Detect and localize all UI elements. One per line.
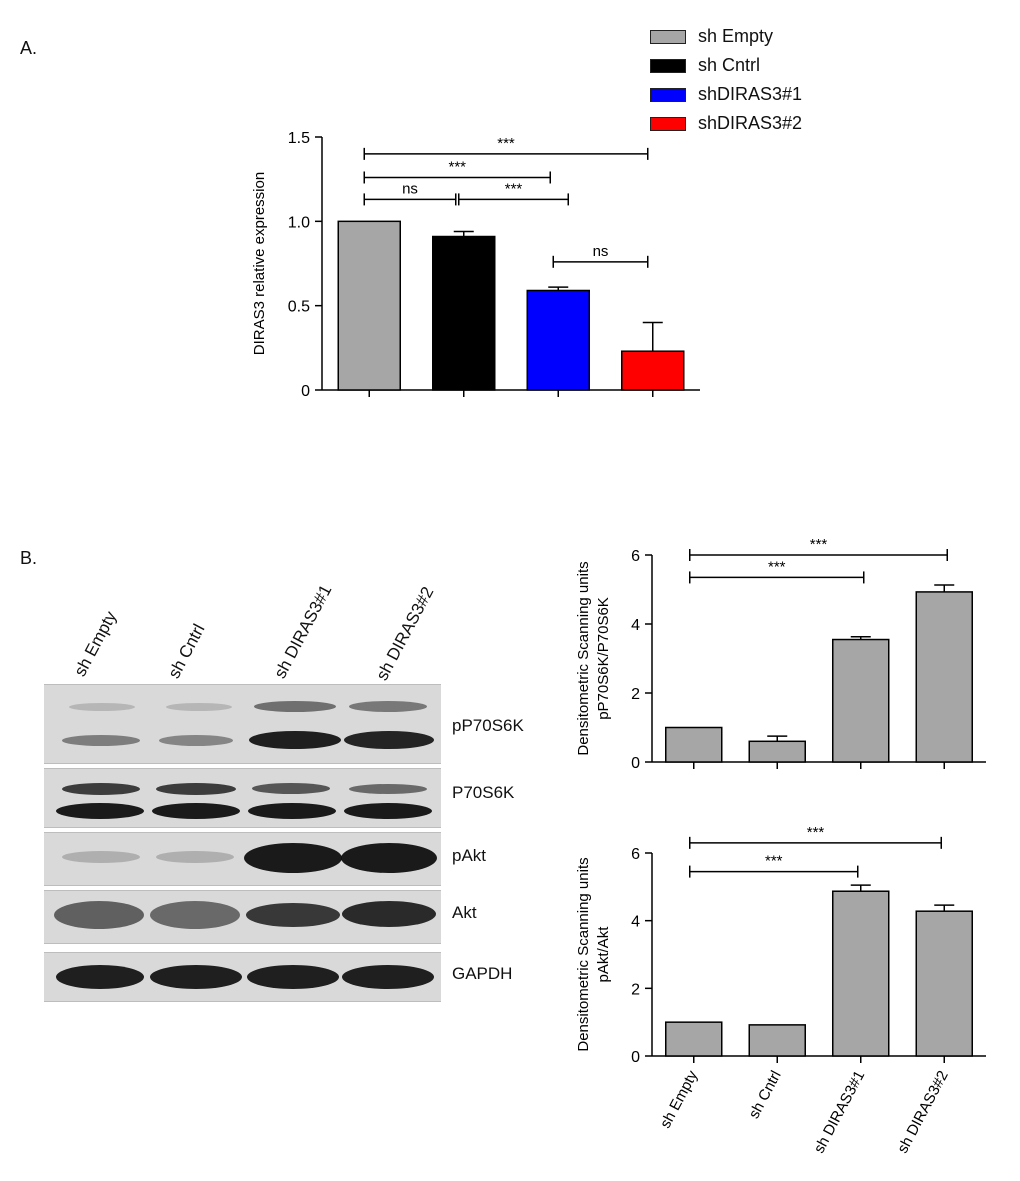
bar bbox=[915, 591, 973, 763]
blot-band bbox=[152, 803, 240, 819]
bar bbox=[337, 220, 401, 391]
y-axis-label: Densitometric Scanning units bbox=[575, 561, 592, 755]
bar bbox=[665, 1021, 723, 1057]
legend-label: shDIRAS3#1 bbox=[698, 84, 803, 104]
bar bbox=[748, 740, 806, 763]
blot-band bbox=[62, 735, 140, 746]
legend-label: sh Cntrl bbox=[698, 55, 761, 75]
blot-band bbox=[341, 843, 437, 873]
blot-band bbox=[156, 783, 236, 795]
y-tick-label: 6 bbox=[631, 846, 640, 863]
blot-band bbox=[54, 901, 144, 929]
x-tick-label: sh DIRAS3#1 bbox=[811, 1068, 869, 1156]
blot-band bbox=[342, 901, 436, 927]
x-tick-label: sh Cntrl bbox=[746, 1068, 785, 1122]
blot-strip-pp70s6k bbox=[44, 684, 441, 764]
y-tick-label: 4 bbox=[631, 617, 640, 634]
blot-band bbox=[349, 784, 427, 794]
y-axis-label: DIRAS3 relative expression bbox=[251, 172, 268, 355]
blot-band bbox=[252, 783, 330, 794]
y-tick-label: 6 bbox=[631, 548, 640, 565]
bar bbox=[832, 638, 890, 763]
blot-strip-pakt bbox=[44, 832, 441, 886]
blot-band bbox=[344, 731, 434, 749]
blot-strip-p70s6k bbox=[44, 768, 441, 828]
bar bbox=[748, 1024, 806, 1057]
y-tick-label: 1.0 bbox=[288, 214, 310, 231]
blot-label-p70s6k: P70S6K bbox=[452, 783, 515, 802]
bar bbox=[665, 726, 723, 763]
y-tick-label: 0 bbox=[301, 383, 310, 400]
panel-label-a: A. bbox=[20, 38, 38, 58]
y-tick-label: 1.5 bbox=[288, 130, 310, 147]
blot-label-pakt: pAkt bbox=[452, 846, 487, 865]
blot-band bbox=[159, 735, 233, 746]
blot-band bbox=[344, 803, 432, 819]
significance-label: *** bbox=[448, 158, 466, 175]
blot-label-akt: Akt bbox=[452, 903, 477, 922]
bar bbox=[526, 289, 590, 391]
significance-label: *** bbox=[505, 180, 523, 197]
legend-swatch bbox=[650, 116, 686, 131]
y-axis-label: Densitometric Scanning units bbox=[575, 857, 592, 1051]
blot-band bbox=[349, 701, 427, 712]
blot-band bbox=[248, 803, 336, 819]
legend-label: sh Empty bbox=[698, 26, 774, 46]
blot-strip-akt bbox=[44, 890, 441, 944]
bar bbox=[832, 890, 890, 1057]
blot-band bbox=[150, 901, 240, 929]
x-tick-label: sh Empty bbox=[657, 1067, 702, 1131]
blot-band bbox=[166, 703, 232, 711]
blot-band bbox=[246, 903, 340, 927]
blot-band bbox=[62, 851, 140, 863]
y-tick-label: 2 bbox=[631, 686, 640, 703]
y-tick-label: 0.5 bbox=[288, 299, 310, 316]
legend-item: sh Cntrl bbox=[650, 51, 802, 80]
legend-swatch bbox=[650, 58, 686, 73]
chart-diras3-expression: 0 0.5 1.0 1.5 DIRAS3 relative expression *** *… bbox=[251, 130, 700, 400]
significance-label: ns bbox=[593, 243, 609, 260]
blot-band bbox=[342, 965, 434, 989]
blot-band bbox=[247, 965, 339, 989]
blot-band bbox=[56, 965, 144, 989]
blot-band bbox=[62, 783, 140, 795]
y-tick-label: 0 bbox=[631, 755, 640, 772]
bar bbox=[432, 235, 496, 391]
significance-label: *** bbox=[768, 558, 786, 575]
legend-label: shDIRAS3#2 bbox=[698, 113, 803, 133]
blot-label-pp70s6k: pP70S6K bbox=[452, 716, 524, 735]
x-tick-label: sh DIRAS3#2 bbox=[894, 1068, 952, 1156]
bar bbox=[621, 350, 685, 391]
legend-swatch bbox=[650, 87, 686, 102]
significance-label: *** bbox=[807, 824, 825, 841]
y-tick-label: 4 bbox=[631, 914, 640, 931]
blot-band bbox=[69, 703, 135, 711]
blot-band bbox=[150, 965, 242, 989]
legend-swatch bbox=[650, 29, 686, 44]
y-tick-label: 2 bbox=[631, 981, 640, 998]
blot-band bbox=[254, 701, 336, 712]
western-blot: sh Empty sh Cntrl sh DIRAS3#1 sh DIRAS3#… bbox=[0, 0, 560, 1010]
legend-item: sh Empty bbox=[650, 22, 802, 51]
y-tick-label: 0 bbox=[631, 1049, 640, 1066]
y-axis-label: pP70S6K/P70S6K bbox=[595, 597, 612, 720]
y-axis-label: pAkt/Akt bbox=[595, 926, 612, 983]
significance-label: *** bbox=[765, 853, 783, 870]
blot-label-gapdh: GAPDH bbox=[452, 964, 513, 983]
significance-label: ns bbox=[402, 180, 418, 197]
chart-legend: sh Empty sh Cntrl shDIRAS3#1 shDIRAS3#2 bbox=[650, 22, 802, 138]
significance-label: *** bbox=[497, 135, 515, 152]
blot-band bbox=[156, 851, 234, 863]
blot-strip-gapdh bbox=[44, 952, 441, 1002]
bar bbox=[915, 910, 973, 1057]
significance-label: *** bbox=[810, 536, 828, 553]
legend-item: shDIRAS3#2 bbox=[650, 109, 802, 138]
blot-band bbox=[249, 731, 341, 749]
blot-band bbox=[244, 843, 342, 873]
legend-item: shDIRAS3#1 bbox=[650, 80, 802, 109]
panel-label-b: B. bbox=[20, 548, 38, 568]
blot-band bbox=[56, 803, 144, 819]
